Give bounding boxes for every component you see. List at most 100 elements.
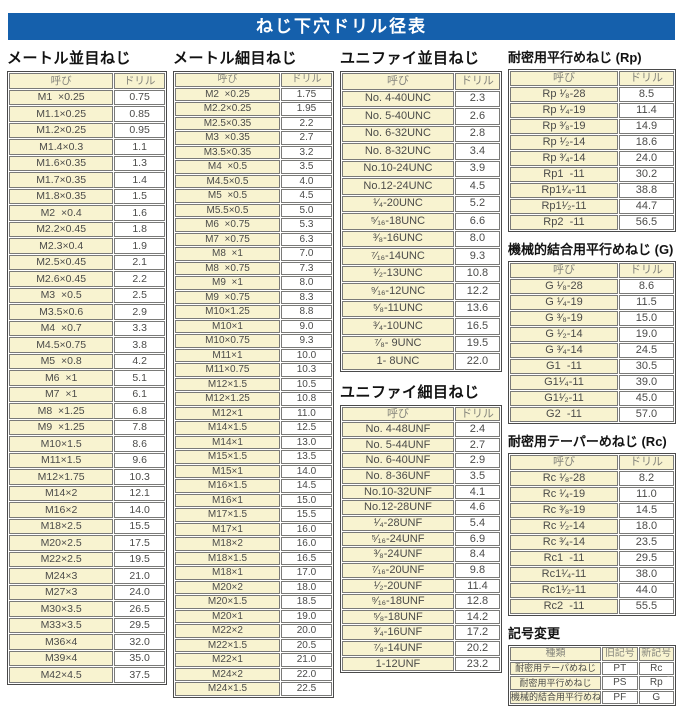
drill-size-cell: 22.0 (280, 667, 332, 681)
thread-size-cell: M7 ×0.75 (175, 232, 280, 246)
drill-size-cell: 44.0 (618, 583, 674, 598)
thread-size-cell: M36×4 (9, 634, 114, 650)
table-row: M1.2×0.25 0.95 (9, 122, 165, 138)
column-header-0: 呼び (175, 73, 280, 87)
drill-size-cell: 0.95 (114, 122, 165, 138)
thread-size-cell: M8 ×1 (175, 247, 280, 261)
table-row: No.10-32UNF 4.1 (342, 484, 500, 500)
drill-size-cell: 56.5 (618, 215, 674, 230)
drill-size-cell: 15.5 (280, 508, 332, 522)
thread-size-cell: M9 ×0.75 (175, 290, 280, 304)
table-row: M18×2 16.0 (175, 537, 332, 551)
drill-size-cell: 23.5 (618, 535, 674, 550)
thread-size-cell: M15×1.5 (175, 450, 280, 464)
drill-size-cell: 8.4 (454, 547, 500, 562)
thread-size-cell: No. 5-40UNC (342, 108, 454, 125)
thread-size-cell: M14×2 (9, 485, 114, 501)
column-header-1: 旧記号 (602, 647, 638, 661)
thread-size-cell: No.12-24UNC (342, 178, 454, 195)
drill-size-cell: 45.0 (618, 391, 674, 406)
table-title-metric-fine: メートル細目ねじ (173, 50, 298, 67)
thread-size-cell: M2.5×0.45 (9, 254, 114, 270)
table-row: No. 4-40UNC 2.3 (342, 90, 500, 107)
table-row: Rc ¹⁄₂-14 18.0 (510, 519, 674, 534)
thread-size-cell: M22×1 (175, 653, 280, 667)
table-row: M2.3×0.4 1.9 (9, 238, 165, 254)
header-row: 種類 旧記号 新記号 (510, 647, 674, 661)
drill-size-cell: 11.0 (618, 487, 674, 502)
table-row: M16×1.5 14.5 (175, 479, 332, 493)
table-row: M1 ×0.25 0.75 (9, 89, 165, 105)
column-header-0: 呼び (510, 455, 618, 470)
header-row: 呼び ドリル (175, 73, 332, 87)
drill-size-cell: 19.0 (280, 609, 332, 623)
table-row: M14×1.5 12.5 (175, 421, 332, 435)
drill-size-cell: 17.0 (280, 566, 332, 580)
column-header-0: 呼び (342, 73, 454, 90)
thread-size-cell: M1.8×0.35 (9, 188, 114, 204)
table-row: Rp ³⁄₄-14 24.0 (510, 151, 674, 166)
table-row: M1.4×0.3 1.1 (9, 139, 165, 155)
drill-size-cell: 39.0 (618, 375, 674, 390)
table-row: M18×2.5 15.5 (9, 518, 165, 534)
table-row: Rc2 -11 55.5 (510, 599, 674, 614)
table-row: M7 ×0.75 6.3 (175, 232, 332, 246)
thread-size-cell: M6 ×1 (9, 370, 114, 386)
table-row: M15×1.5 13.5 (175, 450, 332, 464)
drill-size-cell: 29.5 (618, 551, 674, 566)
thread-size-cell: No. 6-32UNC (342, 125, 454, 142)
drill-size-cell: 5.0 (280, 203, 332, 217)
drill-size-cell: 1.8 (114, 221, 165, 237)
table-row: M3 ×0.5 2.5 (9, 287, 165, 303)
drill-size-cell: 4.5 (454, 178, 500, 195)
thread-size-cell: M9 ×1.25 (9, 419, 114, 435)
thread-size-cell: M18×1 (175, 566, 280, 580)
thread-size-cell: 1-12UNF (342, 656, 454, 672)
drill-size-cell: 1.4 (114, 172, 165, 188)
thread-size-cell: ³⁄₈-16UNC (342, 230, 454, 247)
drill-size-cell: 15.0 (280, 493, 332, 507)
thread-size-cell: ⁷⁄₈-14UNF (342, 641, 454, 656)
drill-size-cell: 24.0 (114, 584, 165, 600)
table-row: 機械的結合用平行めねじ PF G (510, 690, 674, 704)
table-row: M5.5×0.5 5.0 (175, 203, 332, 217)
drill-size-cell: 9.3 (280, 334, 332, 348)
thread-size-cell: M1.7×0.35 (9, 172, 114, 188)
thread-size-cell: G ³⁄₈-19 (510, 311, 618, 326)
table-row: M15×1 14.0 (175, 464, 332, 478)
table-row: M22×2.5 19.5 (9, 551, 165, 567)
thread-size-cell: 耐密用テーパめねじ (510, 661, 602, 675)
drill-size-cell: 10.8 (454, 265, 500, 282)
drill-size-cell: 2.3 (454, 90, 500, 107)
table-row: ⁵⁄₈-11UNC 13.6 (342, 300, 500, 317)
section-rp-parallel: 耐密用平行めねじ (Rp) 呼び ドリル Rp ¹⁄₈-28 8.5 Rp ¹⁄₄-19 1… (508, 47, 676, 232)
thread-size-cell: ⁵⁄₁₆-18UNC (342, 213, 454, 230)
thread-size-cell: M12×1.25 (175, 392, 280, 406)
thread-size-cell: Rp1¹⁄₂-11 (510, 199, 618, 214)
drill-size-cell: 0.85 (114, 106, 165, 122)
table-title-metric-coarse: メートル並目ねじ (7, 50, 132, 67)
drill-size-cell: 2.1 (114, 254, 165, 270)
column-header-1: ドリル (618, 263, 674, 278)
thread-size-cell: M20×2 (175, 580, 280, 594)
thread-size-cell: M18×2.5 (9, 518, 114, 534)
thread-size-cell: ¹⁄₂-13UNC (342, 265, 454, 282)
table-row: M2 ×0.25 1.75 (175, 87, 332, 101)
table-row: ¹⁄₄-28UNF 5.4 (342, 515, 500, 531)
drill-size-cell: 9.8 (454, 562, 500, 578)
thread-size-cell: Rp ¹⁄₈-28 (510, 87, 618, 102)
drill-size-cell: 11.4 (454, 578, 500, 594)
thread-size-cell: M30×3.5 (9, 601, 114, 617)
table-g-parallel: 呼び ドリル G ¹⁄₈-28 8.6 G ¹⁄₄-19 11.5 G ³⁄₈-19 15.0… (508, 261, 676, 424)
drill-size-cell: 14.0 (280, 464, 332, 478)
thread-size-cell: M5 ×0.8 (9, 353, 114, 369)
page-corner-mark: -- (667, 671, 675, 681)
section-rc-taper: 耐密用テーパーめねじ (Rc) 呼び ドリル Rc ¹⁄₈-28 8.2 Rc ¹⁄₄-1… (508, 431, 676, 616)
header-row: 呼び ドリル (342, 73, 500, 90)
thread-size-cell: M4 ×0.5 (175, 160, 280, 174)
thread-size-cell: Rp ³⁄₄-14 (510, 151, 618, 166)
table-row: ¹⁄₄-20UNC 5.2 (342, 195, 500, 212)
drill-size-cell: 4.1 (454, 484, 500, 500)
drill-size-cell: 8.6 (618, 279, 674, 294)
thread-size-cell: M1.6×0.35 (9, 155, 114, 171)
